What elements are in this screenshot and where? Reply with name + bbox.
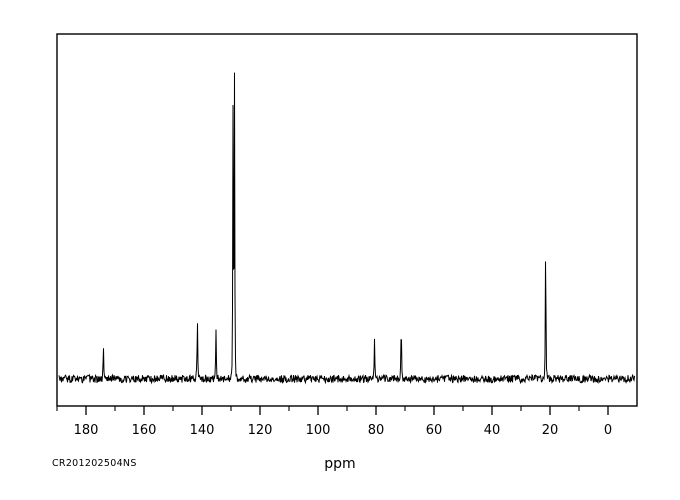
axis-tick-label: 100 [306,423,331,438]
x-axis-title: ppm [324,456,355,472]
sample-id-label: CR201202504NS [52,458,137,469]
axis-tick-labels: 180 160 140 120 100 80 60 40 20 0 [74,423,613,438]
axis-tick-label: 20 [542,423,559,438]
axis-tick-label: 60 [426,423,443,438]
axis-tick-marks [56,406,609,415]
axis-tick-label: 140 [190,423,215,438]
axis-tick-label: 180 [74,423,99,438]
axis-tick-label: 160 [132,423,157,438]
axis-tick-label: 0 [604,423,612,438]
axis-tick-label: 40 [484,423,501,438]
axis-tick-label: 120 [248,423,273,438]
spectrum-trace [58,72,636,385]
axis-tick-label: 80 [368,423,385,438]
